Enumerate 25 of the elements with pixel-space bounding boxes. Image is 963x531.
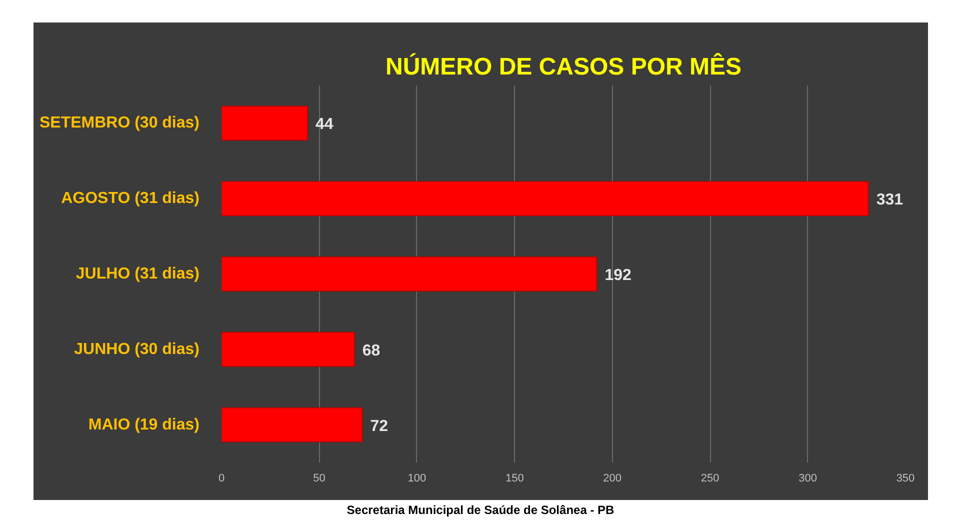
x-tick-label: 200 [603, 472, 622, 484]
x-tick-label: 100 [408, 472, 426, 484]
x-tick-label: 150 [505, 472, 524, 484]
bar [222, 181, 869, 216]
x-tick-label: 350 [896, 472, 915, 484]
y-tick-label: MAIO (19 dias) [88, 416, 200, 434]
bar [222, 256, 598, 292]
x-tick-label: 50 [313, 472, 326, 484]
data-label: 192 [604, 267, 632, 284]
x-tick-label: 0 [218, 472, 225, 484]
y-tick-label: AGOSTO (31 dias) [61, 190, 200, 208]
x-tick-label: 250 [700, 472, 720, 484]
x-tick-label: 300 [798, 472, 817, 484]
chart-title: NÚMERO DE CASOS POR MÊS [385, 52, 742, 80]
data-label: 68 [362, 342, 380, 360]
data-label: 72 [370, 418, 388, 435]
text: Secretaria Municipal de Saúde de Solânea - PB [346, 502, 614, 519]
bar [222, 106, 308, 141]
data-label: 44 [315, 116, 334, 134]
y-tick-label: SETEMBRO (30 dias) [39, 114, 200, 132]
y-tick-label: JULHO (31 dias) [76, 266, 200, 282]
y-tick-label: JUNHO (30 dias) [74, 340, 200, 358]
data-label: 331 [876, 192, 904, 209]
bar [222, 332, 355, 367]
bar [222, 407, 363, 442]
